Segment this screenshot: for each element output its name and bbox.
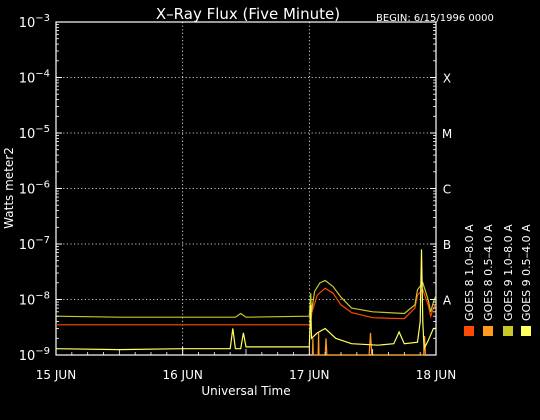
y-axis-label: Watts meter2 bbox=[2, 147, 16, 229]
begin-label: BEGIN: 6/15/1996 0000 bbox=[376, 13, 494, 24]
series-line bbox=[56, 287, 437, 326]
y-tick-label: 10−8 bbox=[19, 291, 50, 309]
grid-lines bbox=[56, 22, 436, 355]
legend-label: GOES 8 0.5–4.0 A bbox=[482, 224, 495, 321]
flare-class-label: M bbox=[442, 127, 452, 141]
flare-class-label: B bbox=[443, 238, 451, 252]
legend-label: GOES 9 0.5–4.0 A bbox=[520, 224, 533, 321]
chart-title: X–Ray Flux (Five Minute) bbox=[156, 5, 340, 23]
x-axis-ticks: 15 JUN 16 JUN 17 JUN 18 JUN bbox=[36, 347, 456, 382]
legend-swatch bbox=[464, 326, 474, 336]
y-tick-label: 10−7 bbox=[19, 235, 50, 253]
flare-class-label: A bbox=[443, 294, 452, 308]
legend: GOES 8 1.0–8.0 A GOES 8 0.5–4.0 A GOES 9 1… bbox=[463, 224, 533, 336]
flare-class-label: X bbox=[443, 72, 451, 86]
series-line bbox=[55, 279, 437, 318]
legend-label: GOES 8 1.0–8.0 A bbox=[463, 224, 476, 321]
flare-class-label: C bbox=[443, 183, 451, 197]
legend-swatch bbox=[521, 326, 531, 336]
y-tick-label: 10−9 bbox=[19, 346, 50, 364]
x-axis-label: Universal Time bbox=[201, 384, 290, 398]
flare-class-labels: X M C B A bbox=[442, 72, 452, 308]
legend-swatch bbox=[483, 326, 493, 336]
y-tick-label: 10−3 bbox=[19, 13, 50, 31]
series-line bbox=[55, 249, 436, 351]
x-tick-label: 15 JUN bbox=[36, 368, 76, 382]
y-tick-label: 10−5 bbox=[19, 124, 50, 142]
x-tick-label: 18 JUN bbox=[416, 368, 456, 382]
series-line bbox=[311, 332, 426, 356]
y-tick-label: 10−6 bbox=[19, 180, 50, 198]
series-group bbox=[55, 249, 437, 356]
legend-swatch bbox=[503, 326, 513, 336]
x-tick-label: 16 JUN bbox=[162, 368, 202, 382]
y-tick-label: 10−4 bbox=[19, 69, 50, 87]
x-tick-label: 17 JUN bbox=[289, 368, 329, 382]
plot-frame bbox=[55, 21, 437, 356]
legend-label: GOES 9 1.0–8.0 A bbox=[502, 224, 515, 321]
